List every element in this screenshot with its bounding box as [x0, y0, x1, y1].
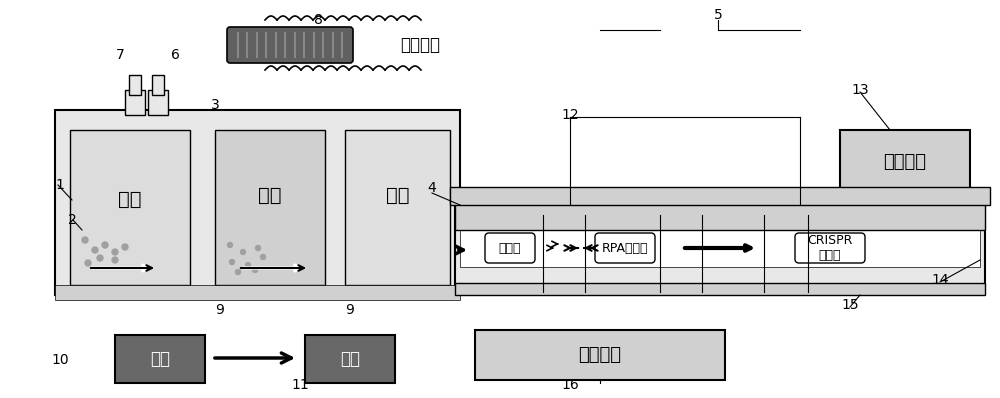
Circle shape [122, 244, 128, 250]
Bar [70, 130, 190, 285]
Circle shape [228, 242, 232, 248]
Text: 11: 11 [291, 378, 309, 392]
Text: 洗脱液: 洗脱液 [499, 242, 521, 254]
Bar [475, 330, 725, 380]
Circle shape [252, 267, 258, 273]
Circle shape [112, 257, 118, 263]
FancyBboxPatch shape [485, 233, 535, 263]
Circle shape [112, 249, 118, 255]
Bar [450, 187, 990, 205]
Text: 10: 10 [51, 353, 69, 367]
Circle shape [85, 260, 91, 266]
Bar [455, 283, 985, 295]
Circle shape [92, 247, 98, 253]
Bar [129, 75, 141, 95]
Text: 5: 5 [714, 8, 722, 22]
Text: 9: 9 [346, 303, 354, 317]
Bar [455, 195, 985, 285]
FancyBboxPatch shape [595, 233, 655, 263]
Text: 磁铁: 磁铁 [150, 350, 170, 368]
Bar [125, 90, 145, 115]
Circle shape [256, 246, 260, 250]
Text: 7: 7 [116, 48, 124, 62]
Bar [152, 75, 164, 95]
Text: 传感模块: 传感模块 [884, 154, 926, 172]
Text: 裂解: 裂解 [118, 190, 142, 209]
Bar [55, 285, 460, 300]
Text: 6: 6 [171, 48, 179, 62]
Bar [840, 130, 970, 195]
Bar [215, 130, 325, 285]
Circle shape [236, 269, 240, 275]
Bar [305, 335, 395, 383]
Bar [115, 335, 205, 383]
Text: 振动模块: 振动模块 [400, 36, 440, 54]
Bar [345, 130, 450, 285]
Circle shape [246, 263, 250, 267]
Circle shape [240, 250, 246, 254]
Text: 3: 3 [211, 98, 219, 112]
Bar [460, 212, 980, 267]
Text: 13: 13 [851, 83, 869, 97]
Circle shape [230, 259, 234, 265]
Circle shape [102, 242, 108, 248]
Circle shape [260, 254, 266, 259]
Bar [148, 90, 168, 115]
Text: 8: 8 [314, 13, 322, 27]
Text: 2: 2 [68, 213, 77, 227]
Text: 磁铁: 磁铁 [340, 350, 360, 368]
Text: 9: 9 [216, 303, 224, 317]
Text: RPA反应液: RPA反应液 [602, 242, 648, 254]
Text: 洗脱: 洗脱 [386, 185, 409, 205]
Bar [455, 202, 985, 230]
Text: 16: 16 [561, 378, 579, 392]
Bar [55, 110, 460, 295]
Text: CRISPR
反应液: CRISPR 反应液 [807, 234, 853, 262]
FancyBboxPatch shape [795, 233, 865, 263]
Text: 4: 4 [428, 181, 436, 195]
FancyBboxPatch shape [227, 27, 353, 63]
Text: 14: 14 [931, 273, 949, 287]
Text: 控温模块: 控温模块 [578, 346, 622, 364]
Circle shape [82, 237, 88, 243]
Text: 清洗: 清洗 [258, 185, 282, 205]
Text: 12: 12 [561, 108, 579, 122]
Circle shape [97, 255, 103, 261]
Text: 1: 1 [55, 178, 64, 192]
Text: 15: 15 [841, 298, 859, 312]
